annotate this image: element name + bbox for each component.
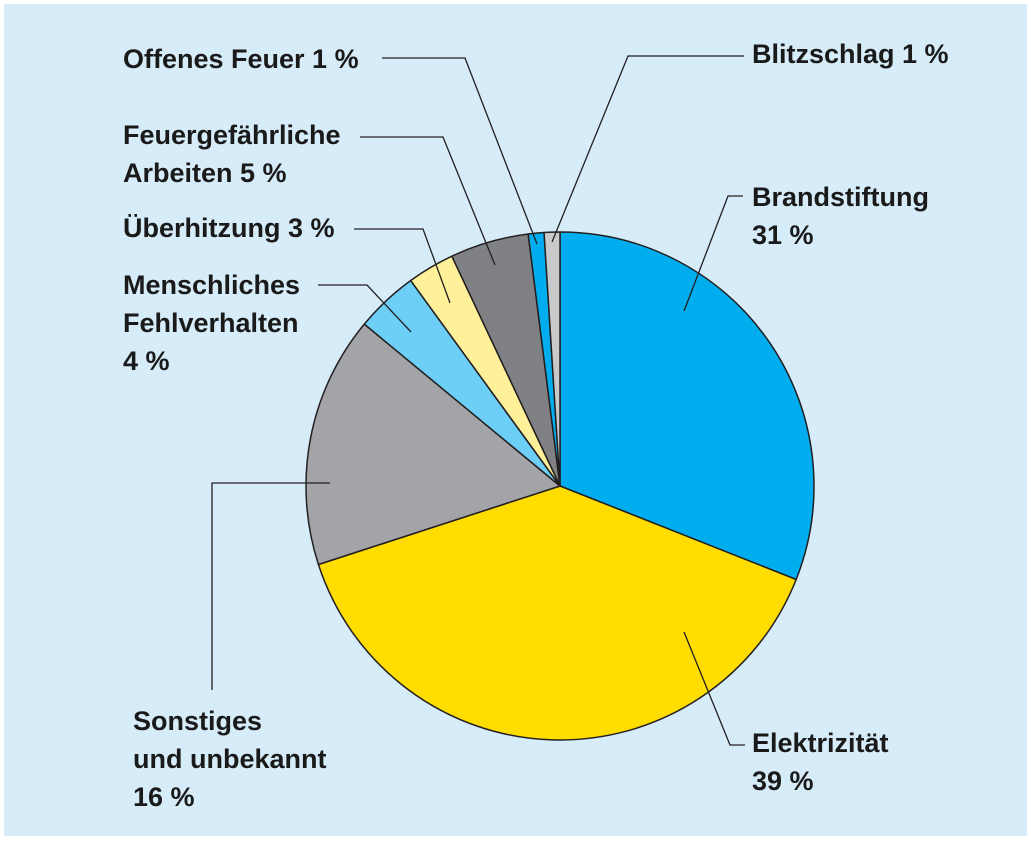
slice-label-line: Elektrizität (752, 728, 889, 758)
pie-slices (305, 231, 815, 741)
slice-label-line: Blitzschlag 1 % (752, 39, 949, 69)
slice-label-offenes-feuer: Offenes Feuer 1 % (123, 44, 359, 74)
leader-line-sonstiges (211, 482, 330, 690)
slice-label-sonstiges: Sonstiges und unbekannt 16 % (133, 706, 326, 812)
leader-line-ueberhitzung (354, 228, 451, 304)
slice-label-feuergefaehrliche-arbeiten: Feuergefährliche Arbeiten 5 % (123, 120, 341, 188)
slice-label-line: Arbeiten 5 % (123, 158, 287, 188)
pie-slice-blitzschlag (543, 231, 561, 487)
slice-label-line: 39 % (752, 766, 814, 796)
leader-line-blitzschlag (551, 55, 744, 243)
slice-label-line: 4 % (123, 346, 170, 376)
pie-slice-sonstiges (305, 323, 561, 566)
slice-labels: Brandstiftung 31 % Elektrizität 39 % Sonstig… (123, 39, 949, 812)
slice-label-line: Offenes Feuer 1 % (123, 44, 359, 74)
slice-label-blitzschlag: Blitzschlag 1 % (752, 39, 949, 69)
slice-label-brandstiftung: Brandstiftung 31 % (752, 182, 929, 250)
leader-lines (211, 55, 745, 746)
leader-line-offenes-feuer (382, 57, 538, 245)
slice-label-elektrizitaet: Elektrizität 39 % (752, 728, 889, 796)
leader-line-elektrizitaet (683, 631, 745, 746)
slice-label-line: Fehlverhalten (123, 308, 299, 338)
slice-label-line: 31 % (752, 220, 814, 250)
slice-label-line: Sonstiges (133, 706, 262, 736)
leader-line-brandstiftung (683, 195, 743, 312)
slice-label-line: und unbekannt (133, 744, 326, 774)
slice-label-ueberhitzung: Überhitzung 3 % (123, 213, 335, 243)
pie-slice-elektrizitaet (317, 485, 797, 741)
leader-line-menschliches-fehlverhalten (318, 284, 412, 333)
slice-label-line: Menschliches (123, 270, 300, 300)
pie-slice-brandstiftung (559, 231, 815, 581)
slice-label-line: Brandstiftung (752, 182, 929, 212)
leader-line-feuergefaehrliche-arbeiten (360, 136, 496, 266)
slice-label-line: Feuergefährliche (123, 120, 341, 150)
slice-label-menschliches-fehlverhalten: Menschliches Fehlverhalten 4 % (123, 270, 300, 376)
slice-label-line: Überhitzung 3 % (123, 213, 335, 243)
slice-label-line: 16 % (133, 782, 195, 812)
